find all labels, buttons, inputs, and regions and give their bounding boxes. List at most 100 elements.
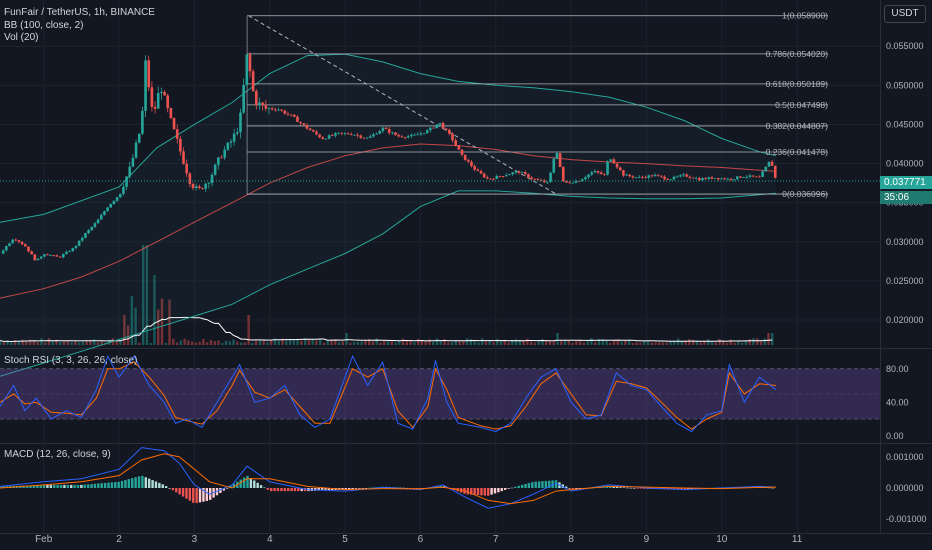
volume-bar (646, 340, 650, 345)
candle-body (188, 173, 192, 184)
candle-body (14, 239, 18, 241)
symbol-legend[interactable]: FunFair / TetherUS, 1h, BINANCE (4, 7, 155, 18)
volume-bar (522, 340, 525, 345)
candle-body (46, 254, 49, 256)
candle-body (622, 170, 625, 176)
stoch-rsi-legend[interactable]: Stoch RSI (3, 3, 26, 26, close) (4, 355, 138, 366)
macd-histogram-bar (514, 486, 517, 488)
volume-bar (518, 340, 522, 345)
candle-body (764, 166, 768, 172)
volume-bar (661, 342, 665, 345)
candle-body (460, 149, 464, 155)
macd-signal-line (0, 453, 777, 505)
volume-bar (119, 340, 122, 345)
candle-body (261, 102, 264, 105)
candle-body (17, 240, 21, 243)
volume-bar (409, 341, 412, 345)
candle-body (612, 159, 616, 164)
x-tick-label: 3 (192, 534, 198, 545)
macd-histogram-bar (259, 485, 263, 488)
volume-bar (356, 341, 360, 345)
volume-bar (123, 315, 126, 345)
y-tick-label: 0.030000 (886, 237, 924, 247)
candle-body (742, 177, 745, 178)
candle-body (552, 158, 556, 173)
candle-body (514, 171, 518, 173)
volume-bar (473, 341, 476, 345)
volume-bar (198, 341, 201, 345)
macd-legend[interactable]: MACD (12, 26, close, 9) (4, 449, 111, 460)
volume-bar (428, 339, 431, 345)
volume-bar (654, 342, 657, 345)
macd-histogram-bar (629, 487, 632, 489)
volume-bar (439, 341, 442, 345)
candle-body (71, 248, 75, 252)
volume-bar (601, 338, 604, 345)
volume-bar (511, 341, 514, 345)
macd-tick-label: 0.000000 (886, 483, 924, 493)
candle-body (24, 244, 27, 247)
macd-histogram-bar (642, 488, 646, 489)
candle-body (669, 179, 673, 181)
macd-histogram-bar (680, 488, 683, 490)
vol-legend[interactable]: Vol (20) (4, 32, 39, 43)
candle-body (511, 172, 514, 175)
macd-histogram-bar (25, 485, 29, 488)
volume-bar (684, 340, 687, 345)
volume-bar (450, 342, 454, 345)
candle-body (315, 131, 318, 135)
macd-histogram-bar (297, 488, 300, 492)
volume-bar (319, 338, 322, 345)
macd-histogram-bar (290, 488, 293, 492)
candle-body (587, 174, 590, 178)
macd-histogram-bar (534, 481, 537, 488)
volume-bar (631, 342, 635, 345)
candle-body (5, 246, 8, 251)
volume-bar (575, 340, 578, 345)
bb-legend[interactable]: BB (100, close, 2) (4, 20, 84, 31)
macd-histogram-bar (253, 480, 256, 488)
candle-body (356, 134, 359, 136)
macd-histogram-bar (473, 488, 476, 495)
macd-histogram-bar (249, 478, 253, 488)
macd-histogram-bar (107, 482, 110, 488)
candle-body (321, 137, 325, 140)
currency-button[interactable]: USDT (884, 5, 926, 23)
candle-body (112, 200, 116, 205)
candle-body (232, 133, 236, 142)
volume-bar (0, 340, 2, 345)
candle-body (745, 176, 749, 178)
candle-body (166, 95, 170, 109)
volume-bar (47, 338, 51, 345)
macd-histogram-bar (222, 488, 225, 491)
macd-histogram-bar (158, 482, 161, 488)
volume-bar (364, 340, 367, 345)
volume-bar (567, 340, 571, 345)
candle-body (58, 256, 62, 258)
candle-body (362, 137, 366, 139)
candle-body (144, 60, 147, 111)
candle-body (236, 132, 239, 134)
x-tick-label: Feb (35, 534, 53, 545)
volume-bar (669, 341, 672, 345)
volume-bar (28, 339, 32, 345)
volume-bar (673, 340, 676, 345)
macd-histogram-bar (605, 486, 609, 488)
volume-ma-line (0, 316, 773, 343)
volume-bar (710, 341, 714, 345)
volume-bar (443, 338, 446, 345)
candle-body (549, 172, 552, 182)
candle-body (87, 229, 90, 234)
macd-histogram-bar (364, 487, 368, 489)
candle-body (251, 71, 255, 92)
candle-body (489, 178, 492, 180)
candle-body (580, 179, 584, 182)
candle-body (698, 178, 701, 181)
candle-body (682, 174, 685, 176)
macd-histogram-bar (73, 484, 76, 488)
volume-bar (548, 340, 552, 345)
candle-body (353, 134, 356, 136)
volume-bar (326, 340, 329, 345)
volume-bar (533, 342, 537, 345)
